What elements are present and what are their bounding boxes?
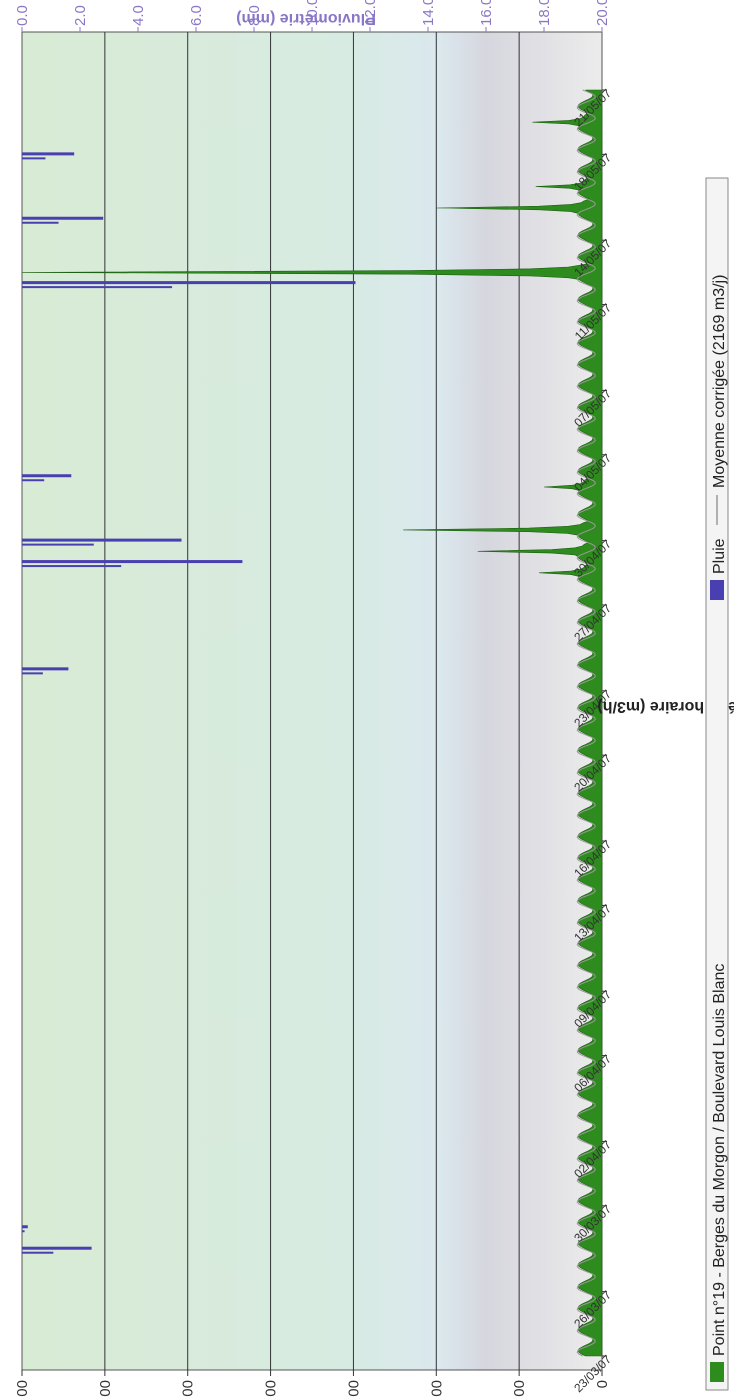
flow-area xyxy=(21,89,603,1357)
right-axis-tick-label: 6.0 xyxy=(188,5,205,26)
right-axis-tick-label: 14.0 xyxy=(420,0,437,26)
legend-rain-swatch xyxy=(710,580,724,600)
rain-bar xyxy=(22,538,182,542)
mean-line xyxy=(576,89,596,1357)
rain-bar xyxy=(22,152,75,156)
rain-bar xyxy=(22,221,59,224)
grid-lines xyxy=(104,32,520,1370)
right-axis-tick-label: 4.0 xyxy=(130,5,147,26)
rain-bar xyxy=(22,543,94,546)
left-axis-tick-label: 1000 xyxy=(428,1380,445,1397)
rain-bar xyxy=(22,672,43,675)
left-axis-tick-label: 2000 xyxy=(263,1380,280,1397)
right-axis-tick-label: 8.0 xyxy=(246,5,263,26)
legend-flow-label: Point n°19 - Berges du Morgon / Boulevar… xyxy=(711,964,728,1356)
right-axis-tick-label: 20.0 xyxy=(594,0,611,26)
right-axis-tick-label: 10.0 xyxy=(304,0,321,26)
legend: Point n°19 - Berges du Morgon / Boulevar… xyxy=(705,177,729,1391)
rain-bar xyxy=(22,479,45,482)
rain-bar xyxy=(22,1230,25,1233)
rain-bar xyxy=(22,474,72,478)
rain-bar xyxy=(22,1251,54,1254)
left-axis-tick-label: 3500 xyxy=(14,1380,31,1397)
rain-bar xyxy=(22,565,122,568)
plot-area xyxy=(21,31,603,1371)
rain-bar xyxy=(22,157,46,160)
rain-bar xyxy=(22,560,243,564)
legend-mean-label: Moyenne corrigée (2169 m3/j) xyxy=(711,275,728,488)
rain-bars xyxy=(22,152,356,1254)
rain-bar xyxy=(22,216,104,220)
left-axis-tick-label: 1500 xyxy=(345,1380,362,1397)
legend-box xyxy=(705,177,729,1391)
legend-rain-label: Pluie xyxy=(711,538,728,574)
right-axis-tick-label: 2.0 xyxy=(72,5,89,26)
legend-flow-swatch xyxy=(710,1362,724,1382)
left-axis-title: Débit horaire (m3/h) xyxy=(597,698,734,715)
rain-bar xyxy=(22,281,356,285)
right-axis-tick-label: 16.0 xyxy=(478,0,495,26)
right-axis-tick-label: 18.0 xyxy=(536,0,553,26)
right-axis-title: Pluviométrie (mm) xyxy=(236,10,376,27)
left-axis-tick-label: 3000 xyxy=(97,1380,114,1397)
left-axis-tick-label: 2500 xyxy=(180,1380,197,1397)
rain-bar xyxy=(22,286,173,289)
rain-bar xyxy=(22,667,69,671)
rain-bar xyxy=(22,1225,28,1229)
right-axis-tick-label: 0.0 xyxy=(14,5,31,26)
left-axis-tick-label: 500 xyxy=(511,1380,528,1397)
left-axis-tick-label: 0 xyxy=(594,1380,611,1388)
right-axis-tick-label: 12.0 xyxy=(362,0,379,26)
rain-bar xyxy=(22,1246,92,1250)
